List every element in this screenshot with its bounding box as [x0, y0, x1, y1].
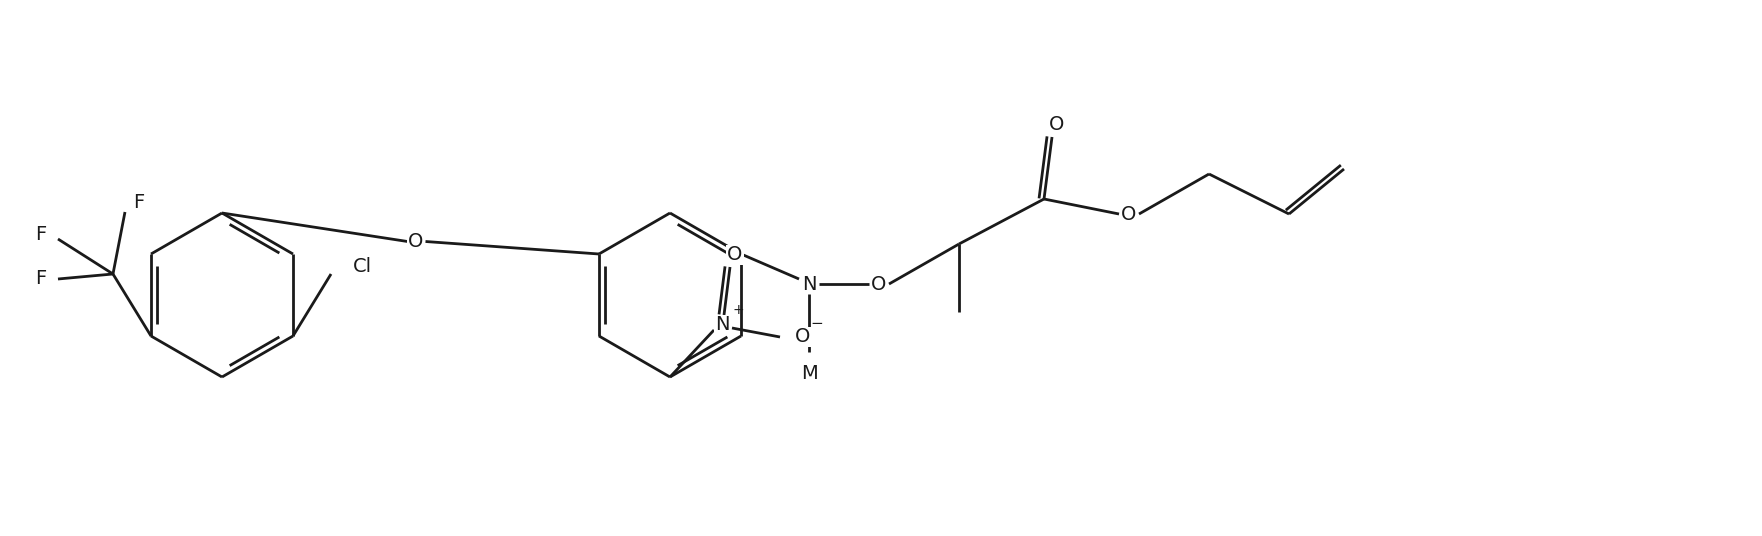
Text: O: O	[1050, 115, 1064, 135]
Text: O: O	[407, 232, 423, 251]
Text: N: N	[802, 274, 816, 294]
Text: M: M	[800, 364, 818, 383]
Text: F: F	[132, 192, 144, 212]
Text: −: −	[811, 316, 823, 331]
Text: +: +	[731, 303, 744, 317]
Text: O: O	[795, 327, 811, 346]
Text: O: O	[872, 274, 886, 294]
Text: O: O	[1121, 205, 1136, 224]
Text: F: F	[35, 225, 46, 243]
Text: Cl: Cl	[352, 257, 372, 276]
Text: F: F	[35, 270, 46, 288]
Text: O: O	[728, 245, 744, 264]
Text: N: N	[715, 316, 729, 334]
